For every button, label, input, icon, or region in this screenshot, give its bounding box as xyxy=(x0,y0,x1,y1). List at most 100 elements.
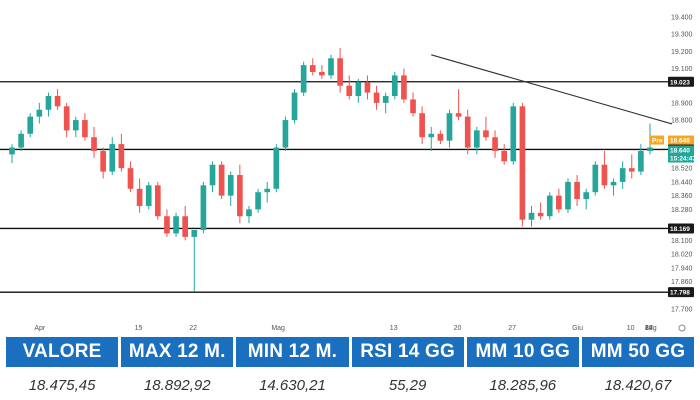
y-tick-label: 18.440 xyxy=(671,179,693,186)
x-tick-label: Lug xyxy=(645,325,657,332)
candle-body xyxy=(209,164,216,186)
x-tick-label: 22 xyxy=(189,325,197,332)
candle-body xyxy=(328,58,334,76)
candle-body xyxy=(300,65,307,93)
stats-header-row: VALORE MAX 12 M. MIN 12 M. RSI 14 GG MM … xyxy=(6,337,695,367)
candle-body xyxy=(264,188,271,193)
candle-body xyxy=(273,147,280,189)
level-tag xyxy=(668,287,694,298)
value-valore: 18.475,45 xyxy=(28,377,96,394)
candle-body xyxy=(218,164,225,196)
candle-body xyxy=(382,96,389,103)
y-tick-label: 19.400 xyxy=(671,15,693,22)
candle-body xyxy=(537,212,544,217)
candle-body xyxy=(82,120,88,138)
pre-price-tag xyxy=(668,135,694,145)
candle-body xyxy=(309,65,316,72)
level-tag xyxy=(668,76,694,87)
x-tick-label: 24 xyxy=(645,325,653,332)
candle-body xyxy=(474,130,480,148)
value-max-12m: 18.892,92 xyxy=(143,377,211,394)
header-min-12m: MIN 12 M. xyxy=(236,337,349,367)
level-tag-label: 19.023 xyxy=(670,79,690,86)
candle-body xyxy=(182,216,188,237)
level-tag xyxy=(668,223,694,234)
candle-body xyxy=(91,137,97,151)
x-tick-label: Giu xyxy=(572,325,583,332)
x-tick-label: 17 xyxy=(645,325,653,332)
level-tag-label: 17.798 xyxy=(670,290,690,297)
value-mm-50gg: 18.420,67 xyxy=(604,377,672,394)
candle-body xyxy=(391,75,398,97)
candle-body xyxy=(401,75,407,100)
candle-body xyxy=(127,168,134,189)
candle-body xyxy=(164,216,170,234)
candle-body xyxy=(27,116,34,134)
y-tick-label: 18.360 xyxy=(671,193,693,200)
current-price-tag xyxy=(668,145,694,163)
level-tag-label: 18.169 xyxy=(670,226,690,233)
x-tick-label: 10 xyxy=(627,325,635,332)
header-mm-50gg: MM 50 GG xyxy=(581,337,695,367)
candle-body xyxy=(546,195,553,217)
header-rsi-14gg: RSI 14 GG xyxy=(351,337,464,367)
y-tick-label: 17.700 xyxy=(671,307,693,314)
candle-body xyxy=(565,181,571,210)
countdown-label: 15:24:47 xyxy=(670,156,696,163)
candle-body xyxy=(291,92,298,121)
candle-body xyxy=(355,82,362,97)
candle-body xyxy=(428,133,435,138)
candle-body xyxy=(455,113,462,117)
y-tick-label: 17.860 xyxy=(671,279,693,286)
y-tick-label: 18.020 xyxy=(671,252,693,259)
candle-body xyxy=(282,120,289,148)
candle-body xyxy=(556,195,562,210)
candle-body xyxy=(18,133,24,148)
value-rsi-14gg: 55,29 xyxy=(388,377,427,394)
candle-body xyxy=(237,175,243,217)
candle-body xyxy=(9,147,15,155)
candle-body xyxy=(519,106,526,220)
candle-body xyxy=(145,185,152,206)
stats-value-row: 18.475,45 18.892,92 14.630,21 55,29 18.2… xyxy=(6,371,694,400)
candle-body xyxy=(419,113,425,138)
candle-body xyxy=(319,71,325,76)
candle-body xyxy=(492,137,498,151)
pre-price-label: 18.640 xyxy=(670,138,690,145)
candle-body xyxy=(54,96,61,107)
candle-body xyxy=(191,229,198,237)
candle-body xyxy=(200,185,207,230)
y-tick-label: 18.900 xyxy=(671,100,693,107)
y-tick-label: 19.300 xyxy=(671,32,693,39)
header-mm-10gg: MM 10 GG xyxy=(466,337,579,367)
candle-body xyxy=(346,85,353,97)
candle-body xyxy=(63,106,70,131)
candle-body xyxy=(446,113,453,141)
candle-body xyxy=(45,96,52,110)
candle-body xyxy=(155,185,161,217)
x-tick-label: 15 xyxy=(135,325,143,332)
candle-body xyxy=(136,188,143,206)
y-tick-label: 18.800 xyxy=(671,118,693,125)
candle-body xyxy=(410,99,416,114)
candle-body xyxy=(437,133,444,141)
current-price-label: 18.640 xyxy=(670,148,690,155)
candle-body xyxy=(109,144,116,172)
x-tick-label: 20 xyxy=(454,325,462,332)
candle-body xyxy=(118,144,125,169)
candle-body xyxy=(619,168,626,182)
trend-line xyxy=(431,54,673,125)
value-min-12m: 14.630,21 xyxy=(259,377,326,394)
candle-body xyxy=(373,92,380,103)
candle-body xyxy=(592,164,599,193)
candle-body xyxy=(173,216,179,234)
candle-body xyxy=(501,150,507,162)
y-tick-label: 18.100 xyxy=(671,238,693,245)
y-tick-label: 19.100 xyxy=(671,66,693,73)
x-tick-label: 27 xyxy=(508,325,516,332)
x-tick-label: 8 xyxy=(645,325,649,332)
y-tick-label: 19.200 xyxy=(671,49,693,56)
candle-body xyxy=(464,116,471,148)
candle-body xyxy=(528,212,535,220)
candle-body xyxy=(574,181,580,200)
